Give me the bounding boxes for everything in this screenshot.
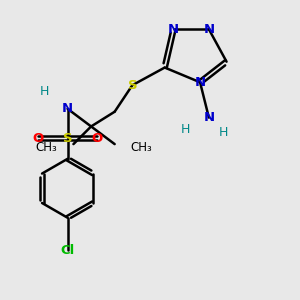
Text: O: O [32,132,44,145]
Text: CH₃: CH₃ [35,141,57,154]
Text: N: N [168,23,179,36]
Text: H: H [219,126,228,139]
Text: N: N [203,23,214,36]
Text: H: H [39,85,49,98]
Text: CH₃: CH₃ [131,141,153,154]
Text: N: N [203,111,214,124]
Text: S: S [63,132,72,145]
Text: N: N [194,76,206,89]
Text: N: N [62,102,73,115]
Text: H: H [181,123,190,136]
Text: S: S [128,79,137,92]
Text: O: O [92,132,103,145]
Text: Cl: Cl [60,244,75,256]
